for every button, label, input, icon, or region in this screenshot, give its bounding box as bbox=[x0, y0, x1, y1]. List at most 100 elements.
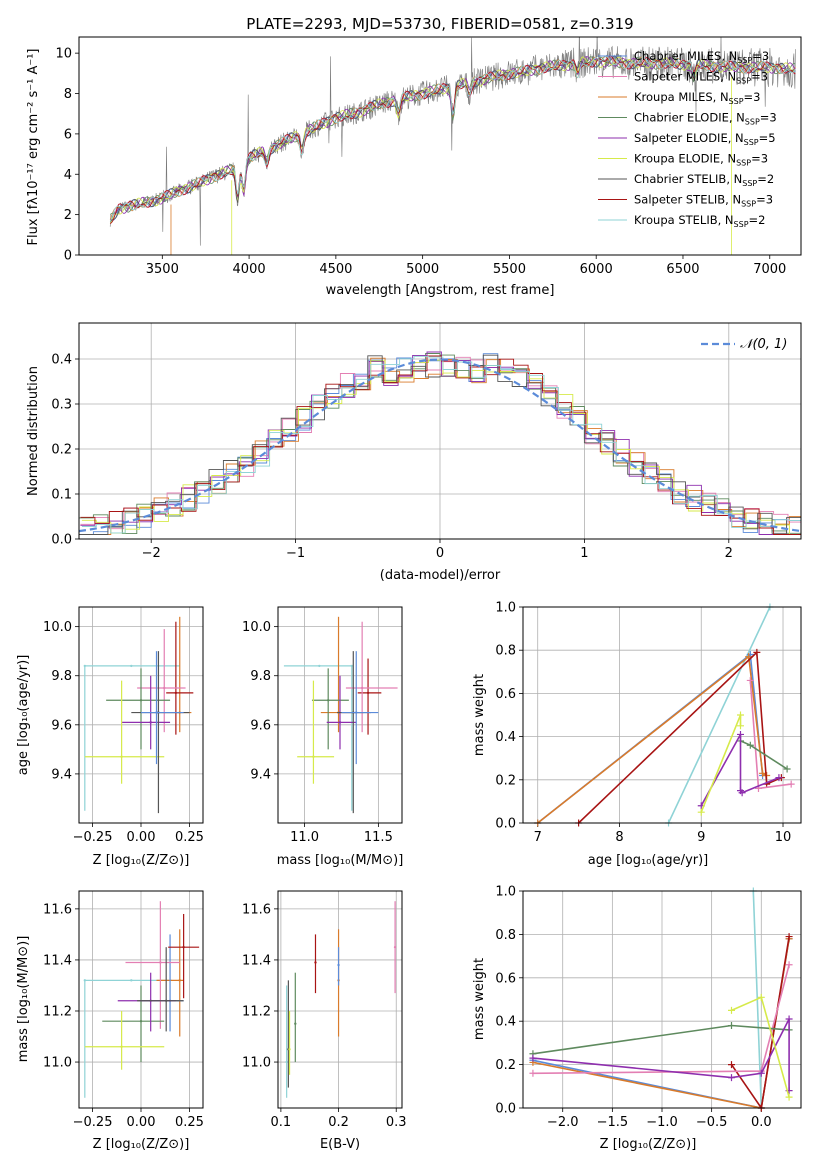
mass-vs-ebv-xlabel: E(B-V) bbox=[320, 1137, 360, 1152]
weight-marker-purple bbox=[728, 1074, 735, 1082]
data-point-cyan bbox=[83, 664, 87, 668]
y-tick-label: 0.2 bbox=[495, 1058, 516, 1073]
weight-marker-yellow bbox=[728, 1006, 735, 1014]
residual-ylabel: Normed distribution bbox=[26, 366, 41, 496]
axes-frame bbox=[522, 606, 802, 824]
x-tick-label: 0.0 bbox=[751, 1115, 772, 1130]
weight-line-red bbox=[730, 936, 790, 1108]
x-tick-label: 6000 bbox=[580, 262, 613, 277]
x-tick-label: 0.1 bbox=[271, 1115, 292, 1130]
x-tick-label: −0.5 bbox=[696, 1115, 728, 1130]
x-tick-label: −1 bbox=[286, 546, 305, 561]
y-tick-label: 9.8 bbox=[250, 669, 271, 684]
data-point-cyan bbox=[285, 1060, 288, 1064]
x-tick-label: 0 bbox=[436, 546, 444, 561]
x-tick-label: 4000 bbox=[233, 262, 266, 277]
histogram-gray bbox=[79, 354, 801, 535]
x-tick-label: 2 bbox=[725, 546, 733, 561]
axes-frame bbox=[78, 36, 802, 256]
x-tick-label: −0.25 bbox=[73, 830, 113, 845]
model-spectrum-cyan bbox=[109, 55, 796, 222]
weight-marker-purple bbox=[738, 789, 746, 797]
x-tick-label: −2 bbox=[142, 546, 161, 561]
data-point-red bbox=[314, 961, 317, 964]
legend-label-red: Salpeter STELIB, NSSP=3 bbox=[634, 193, 773, 209]
x-tick-label: 5500 bbox=[493, 262, 526, 277]
y-tick-label: 0.2 bbox=[495, 773, 516, 788]
weight-marker-orange bbox=[745, 653, 753, 661]
weight-marker-orange bbox=[759, 769, 767, 777]
x-tick-label: 0.25 bbox=[175, 830, 204, 845]
weight-marker-purple bbox=[785, 1015, 793, 1023]
histogram-cyan bbox=[81, 355, 801, 534]
histogram-red bbox=[80, 355, 801, 535]
data-point-purple bbox=[338, 721, 342, 724]
y-tick-label: 10.0 bbox=[43, 620, 72, 635]
y-tick-label: 1.0 bbox=[495, 885, 516, 900]
axes-frame bbox=[522, 890, 802, 1109]
y-tick-label: 11.6 bbox=[242, 902, 271, 917]
weight-marker-yellow bbox=[736, 711, 744, 719]
y-tick-label: 11.0 bbox=[242, 1056, 271, 1071]
y-tick-label: 2 bbox=[64, 208, 72, 223]
x-tick-label: 9 bbox=[697, 830, 705, 845]
x-tick-label: −2.0 bbox=[547, 1115, 579, 1130]
weight-vs-z-ylabel: mass weight bbox=[472, 958, 487, 1040]
weight-marker-red bbox=[785, 933, 793, 941]
x-tick-label: 7000 bbox=[753, 262, 786, 277]
y-tick-label: 9.6 bbox=[51, 718, 72, 733]
y-tick-label: 0.6 bbox=[495, 687, 516, 702]
histogram-green bbox=[79, 353, 801, 535]
y-tick-label: 0.0 bbox=[495, 817, 516, 832]
legend-label-cyan: Kroupa STELIB, NSSP=2 bbox=[634, 213, 765, 229]
weight-marker-green bbox=[728, 1022, 735, 1030]
y-tick-label: 11.6 bbox=[43, 902, 72, 917]
x-tick-label: 11.0 bbox=[290, 830, 319, 845]
legend-label-green: Chabrier ELODIE, NSSP=3 bbox=[634, 111, 777, 127]
age-vs-z-panel: Z [log₁₀(Z/Z⊙)] age [log₁₀(age/yr)] −0.2… bbox=[16, 606, 204, 868]
age-vs-z-ylabel: age [log₁₀(age/yr)] bbox=[16, 655, 31, 776]
data-point-red bbox=[366, 691, 370, 695]
y-tick-label: 4 bbox=[64, 168, 72, 183]
x-tick-label: 10 bbox=[775, 830, 792, 845]
data-point-cyan bbox=[318, 664, 321, 668]
y-tick-label: 0.0 bbox=[495, 1102, 516, 1117]
x-tick-label: 11.5 bbox=[364, 830, 393, 845]
weight-marker-purple bbox=[757, 1069, 765, 1077]
normal-distribution-curve bbox=[79, 358, 801, 533]
data-point-cyan bbox=[130, 979, 133, 982]
residual-xlabel: (data-model)/error bbox=[380, 568, 501, 583]
spectrum-xlabel: wavelength [Angstrom, rest frame] bbox=[326, 283, 555, 298]
y-tick-label: 8 bbox=[64, 87, 72, 102]
weight-line-orange bbox=[537, 655, 768, 823]
legend-label-yellow: Kroupa ELODIE, NSSP=3 bbox=[634, 152, 768, 168]
age-vs-mass-xlabel: mass [log₁₀(M/M⊙)] bbox=[277, 853, 404, 868]
data-point-gray bbox=[164, 999, 168, 1002]
y-tick-label: 0.8 bbox=[495, 928, 516, 943]
x-tick-label: 0.2 bbox=[328, 1115, 349, 1130]
weight-line-cyan bbox=[667, 607, 771, 823]
legend-label-purple: Salpeter ELODIE, NSSP=5 bbox=[634, 131, 776, 147]
y-tick-label: 11.4 bbox=[242, 953, 271, 968]
x-tick-label: −1.0 bbox=[646, 1115, 678, 1130]
x-tick-label: 1 bbox=[580, 546, 588, 561]
data-point-pink bbox=[393, 945, 397, 949]
y-tick-label: 10 bbox=[55, 47, 72, 62]
weight-vs-z-panel: Z [log₁₀(Z/Z⊙)] mass weight −2.0 −1.5 −1.0… bbox=[472, 885, 802, 1152]
axes-frame bbox=[277, 890, 403, 1109]
data-point-yellow bbox=[120, 1045, 123, 1048]
data-point-blue bbox=[155, 711, 158, 714]
weight-marker-yellow bbox=[785, 1093, 793, 1101]
y-tick-label: 11.2 bbox=[242, 1004, 271, 1019]
axes-frame bbox=[78, 322, 802, 540]
y-tick-label: 11.4 bbox=[43, 953, 72, 968]
weight-marker-green bbox=[746, 741, 754, 749]
y-tick-label: 11.2 bbox=[43, 1004, 72, 1019]
y-tick-label: 9.4 bbox=[51, 767, 72, 782]
mass-vs-z-ylabel: mass [log₁₀(M/M⊙)] bbox=[16, 936, 31, 1063]
axes-frame bbox=[78, 890, 204, 1109]
data-point-pink bbox=[159, 961, 162, 964]
y-tick-label: 0.4 bbox=[51, 353, 72, 368]
mass-vs-ebv-panel: E(B-V) 0.1 0.2 0.3 11.0 11.2 11.4 11.6 bbox=[242, 890, 407, 1152]
weight-vs-age-xlabel: age [log₁₀(age/yr)] bbox=[588, 853, 709, 868]
